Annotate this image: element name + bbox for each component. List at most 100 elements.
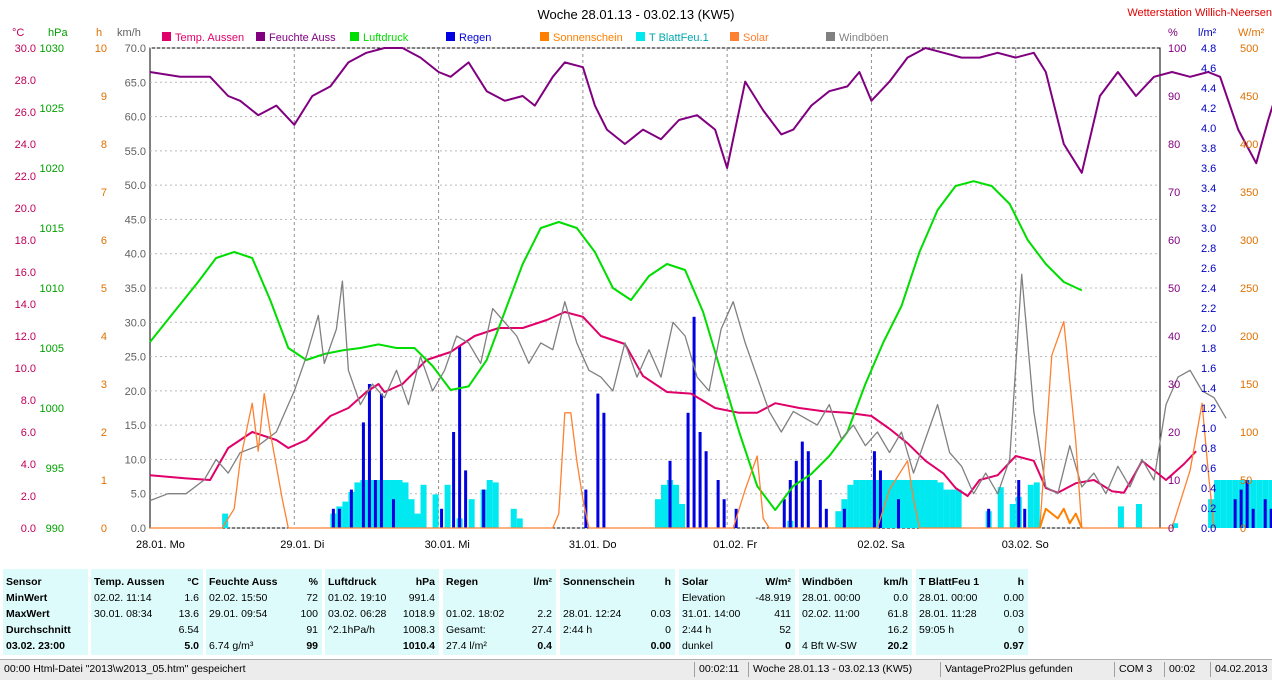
gust-direction: 4 Bft W-SW [802, 640, 857, 652]
leaf-wetness-bar [673, 484, 680, 528]
y-tick-label: 1000 [40, 403, 64, 415]
rain-sum: 27.4 l/m² [446, 640, 487, 652]
y-tick-label: 26.0 [15, 107, 36, 119]
rain-bar [794, 460, 798, 528]
stats-col-solar: Solar W/m² Elevation -48.919 31.01. 14:00 4… [679, 569, 795, 655]
sensor-header: Sensor [6, 576, 42, 588]
solar-line [150, 320, 1215, 529]
legend-label: Regen [459, 32, 491, 44]
status-device: VantagePro2Plus gefunden [940, 662, 1121, 677]
leaf-wetness-bar [510, 508, 517, 528]
rain-bar [337, 508, 341, 528]
hum-unit: % [308, 576, 318, 588]
rain-bar [692, 316, 696, 528]
leaf-wetness-bar [1220, 480, 1227, 528]
y-axis-unit-hours: h [96, 27, 102, 39]
y-tick-label: 2 [101, 427, 107, 439]
leaf-wetness-bar [835, 511, 842, 528]
leaf-wetness-bar [402, 482, 409, 528]
temp-now-value: 5.0 [184, 640, 199, 652]
y-tick-label: 0 [101, 523, 107, 535]
y-tick-label: 65.0 [125, 77, 146, 89]
solar-duration: 2:44 h [682, 624, 712, 636]
y-tick-label: 24.0 [15, 139, 36, 151]
y-tick-label: 990 [46, 523, 64, 535]
legend-swatch [162, 32, 171, 41]
rain-bar [1245, 480, 1249, 528]
hum-abs-value: 6.74 g/m³ [209, 640, 254, 652]
leaf-wetness-bar [492, 482, 499, 528]
y-tick-label: 4.2 [1201, 103, 1216, 115]
legend-swatch [540, 32, 549, 41]
y-tick-label: 350 [1240, 187, 1258, 199]
x-day-label: 01.02. Fr [713, 539, 757, 551]
rain-bar [800, 441, 804, 528]
y-tick-label: 14.0 [15, 299, 36, 311]
press-avg-value: 1008.3 [402, 624, 435, 636]
rain-bar [1251, 508, 1255, 528]
y-tick-label: 2.0 [21, 491, 36, 503]
press-unit: hPa [415, 576, 435, 588]
leaf-now-value: 0.97 [1003, 640, 1024, 652]
legend-swatch [256, 32, 265, 41]
leaf-wetness-bar [486, 480, 493, 528]
rain-now-value: 0.4 [537, 640, 552, 652]
status-time: 00:02:11 [694, 662, 753, 677]
rain-bar [373, 480, 377, 528]
chart-svg: 30.028.026.024.022.020.018.016.014.012.0… [12, 7, 1272, 551]
legend-swatch [826, 32, 835, 41]
temp-min-time: 02.02. 11:14 [94, 592, 152, 604]
y-tick-label: 0.4 [1201, 483, 1216, 495]
leaf-wetness-bar [925, 480, 932, 528]
legend-label: Luftdruck [363, 32, 409, 44]
rain-bar [824, 508, 828, 528]
leaf-wetness-bar [420, 484, 427, 528]
rain-bar [1017, 480, 1021, 528]
temp-avg-value: 6.54 [178, 624, 199, 636]
y-tick-label: 2.2 [1201, 303, 1216, 315]
leaf-max-value: 0.03 [1003, 608, 1024, 620]
leaf-wetness-bar [853, 480, 860, 528]
y-tick-label: 16.0 [15, 267, 36, 279]
y-tick-label: 4.8 [1201, 43, 1216, 55]
legend-label: T BlattFeu.1 [649, 32, 709, 44]
leaf-wetness-bar [1135, 504, 1142, 528]
leaf-wetness-bar [865, 480, 872, 528]
rain-bar [878, 470, 882, 528]
y-tick-label: 50 [1240, 475, 1252, 487]
rain-bar [722, 499, 726, 528]
y-tick-label: 28.0 [15, 75, 36, 87]
y-tick-label: 40.0 [125, 249, 146, 261]
hum-avg-value: 91 [306, 624, 318, 636]
y-tick-label: 20.0 [15, 203, 36, 215]
y-tick-label: 300 [1240, 235, 1258, 247]
rain-unit: l/m² [533, 576, 552, 588]
press-max-value: 1018.9 [402, 608, 435, 620]
legend-swatch [730, 32, 739, 41]
leaf-duration-value: 0 [1018, 624, 1024, 636]
temp-max-time: 30.01. 08:34 [94, 608, 153, 620]
rain-bar [1263, 499, 1267, 528]
leaf-wetness-bar [396, 480, 403, 528]
y-tick-label: 1.0 [1201, 423, 1216, 435]
rain-bar [806, 451, 810, 528]
x-day-label: 31.01. Do [569, 539, 617, 551]
leaf-wetness-bar [883, 480, 890, 528]
y-tick-label: 55.0 [125, 146, 146, 158]
leaf-wetness-bar [937, 482, 944, 528]
leaf-wetness-bar [1009, 504, 1016, 528]
y-axis-unit-percent: % [1168, 27, 1178, 39]
leaf-wetness-bar [432, 494, 439, 528]
y-tick-label: 60.0 [125, 112, 146, 124]
y-tick-label: 1030 [40, 43, 64, 55]
leaf-wetness-bar [1172, 523, 1179, 528]
leaf-wetness-bar [1027, 484, 1034, 528]
leaf-wetness-bar [1214, 480, 1221, 528]
y-tick-label: 50 [1168, 283, 1180, 295]
sun-max-time: 28.01. 12:24 [563, 608, 622, 620]
y-axis-unit-celsius: °C [12, 27, 24, 39]
leaf-wetness-bar [468, 499, 475, 528]
leaf-wetness-bar [949, 489, 956, 528]
y-tick-label: 3.0 [1201, 223, 1216, 235]
y-axis-unit-kmh: km/h [117, 27, 141, 39]
